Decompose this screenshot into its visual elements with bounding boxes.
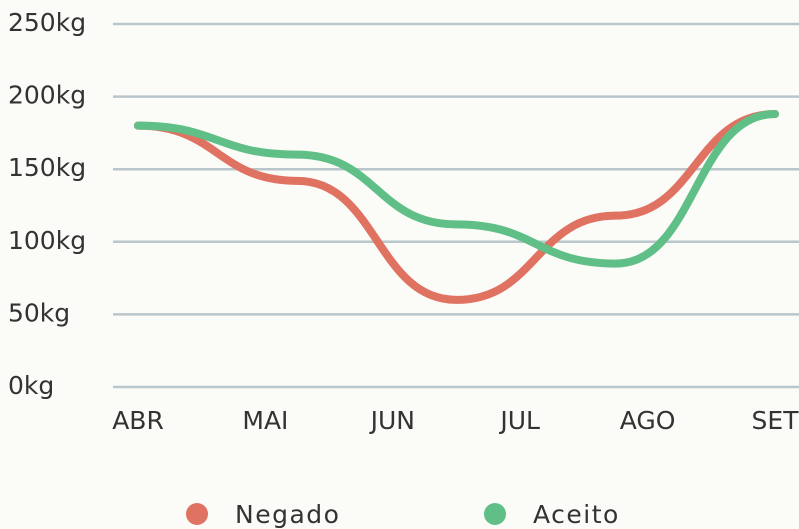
legend-label: Aceito bbox=[533, 500, 620, 529]
y-tick-label: 0kg bbox=[8, 371, 54, 400]
x-tick-label: MAI bbox=[242, 406, 288, 435]
legend-marker bbox=[484, 503, 506, 525]
x-tick-label: JUN bbox=[369, 406, 415, 435]
y-tick-label: 100kg bbox=[8, 226, 86, 255]
y-tick-label: 50kg bbox=[8, 298, 70, 327]
legend-label: Negado bbox=[235, 500, 340, 529]
y-tick-label: 150kg bbox=[8, 153, 86, 182]
y-tick-label: 250kg bbox=[8, 8, 86, 37]
legend-marker bbox=[186, 503, 208, 525]
x-tick-label: JUL bbox=[498, 406, 540, 435]
x-tick-label: AGO bbox=[620, 406, 676, 435]
line bbox=[134, 110, 779, 268]
line bbox=[134, 110, 779, 304]
x-tick-label: SET bbox=[752, 406, 799, 435]
x-tick-label: ABR bbox=[112, 406, 164, 435]
y-tick-label: 200kg bbox=[8, 81, 86, 110]
